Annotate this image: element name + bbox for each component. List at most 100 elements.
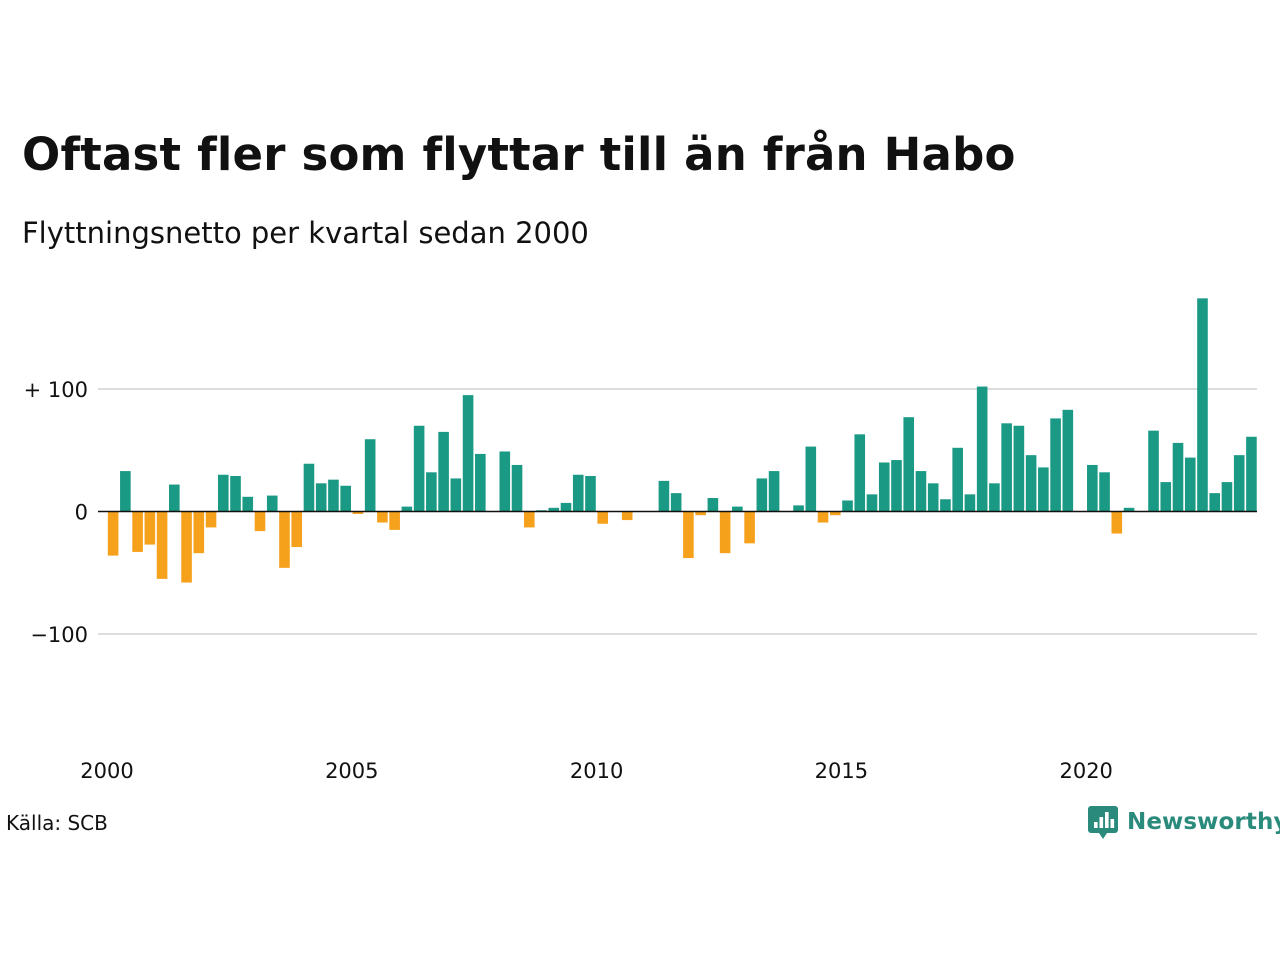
- bar: [1184, 457, 1196, 512]
- bar: [438, 431, 449, 512]
- bar: [107, 511, 119, 556]
- bar: [205, 511, 217, 528]
- bar: [217, 474, 229, 512]
- bar: [854, 434, 866, 512]
- x-tick-label: 2000: [80, 759, 133, 783]
- bar: [291, 511, 303, 548]
- bar: [940, 499, 951, 512]
- bar: [572, 474, 584, 512]
- bar: [1062, 409, 1074, 512]
- bar: [169, 484, 180, 512]
- bar: [1111, 511, 1123, 534]
- bar: [266, 495, 278, 512]
- bar: [156, 511, 168, 579]
- bar: [340, 485, 351, 512]
- bar: [523, 511, 535, 528]
- bar: [756, 478, 768, 512]
- bar: [842, 500, 853, 512]
- bar: [744, 511, 755, 544]
- bar: [964, 494, 976, 512]
- source-note: Källa: SCB: [6, 811, 108, 835]
- bar: [328, 479, 339, 512]
- bar: [719, 511, 731, 554]
- bar: [364, 439, 376, 512]
- y-tick-label: + 100: [24, 378, 88, 402]
- bar: [315, 483, 327, 512]
- bar: [927, 483, 939, 512]
- bar: [1038, 467, 1049, 512]
- bar: [426, 472, 437, 512]
- bar: [132, 511, 143, 552]
- bar: [1172, 442, 1184, 512]
- bar: [1050, 418, 1061, 512]
- bar: [903, 417, 915, 512]
- y-tick-label: −100: [30, 623, 88, 647]
- bar: [462, 395, 474, 512]
- bar: [450, 478, 462, 512]
- y-tick-label: 0: [75, 501, 88, 525]
- x-tick-label: 2020: [1059, 759, 1112, 783]
- bar: [389, 511, 400, 530]
- bar: [499, 451, 511, 512]
- bar: [1099, 472, 1110, 512]
- bar: [793, 505, 804, 512]
- bar: [866, 494, 878, 512]
- bar: [475, 453, 486, 512]
- x-tick-label: 2015: [815, 759, 868, 783]
- bar: [805, 446, 817, 512]
- bar: [829, 511, 841, 516]
- bar: [144, 511, 156, 545]
- x-tick-label: 2010: [570, 759, 623, 783]
- bar: [1148, 430, 1159, 512]
- bar: [891, 460, 902, 512]
- bar: [548, 507, 560, 512]
- bar: [1025, 455, 1037, 512]
- bar: [1221, 482, 1233, 512]
- bar: [695, 511, 706, 516]
- bar: [878, 462, 890, 512]
- bar: [1013, 425, 1025, 512]
- brand-logo[interactable]: Newsworthy: [1088, 804, 1280, 840]
- bars: [107, 298, 1257, 583]
- bar: [585, 475, 596, 512]
- bar: [377, 511, 388, 523]
- bar: [1197, 298, 1208, 512]
- bar: [817, 511, 829, 523]
- bar: [732, 506, 743, 512]
- x-tick-label: 2005: [325, 759, 378, 783]
- bar: [597, 511, 609, 524]
- y-axis-labels: + 100 0 −100: [24, 378, 88, 647]
- bar: [1160, 482, 1172, 512]
- bar: [1246, 436, 1257, 512]
- bar: [670, 493, 682, 512]
- bar: [1123, 507, 1135, 512]
- brand-name: Newsworthy: [1127, 809, 1280, 835]
- bar: [279, 511, 290, 568]
- bar: [560, 502, 572, 512]
- bar: [401, 506, 413, 512]
- bar: [915, 471, 927, 512]
- bar: [768, 471, 780, 512]
- bar: [511, 464, 523, 512]
- bar: [193, 511, 205, 554]
- bar: [254, 511, 266, 532]
- bar: [1001, 423, 1012, 512]
- bar: [230, 475, 241, 512]
- newsworthy-logo-icon: [1088, 806, 1118, 839]
- bar: [242, 496, 254, 512]
- bar: [413, 425, 425, 512]
- bar: [120, 471, 131, 512]
- bar: [683, 511, 694, 559]
- gridlines: [98, 388, 1257, 635]
- bar: [1233, 455, 1245, 512]
- bar: [976, 386, 988, 512]
- bar: [658, 480, 670, 512]
- bar: [303, 463, 315, 512]
- x-axis-labels: 2000 2005 2010 2015 2020: [80, 759, 1113, 783]
- bar: [621, 511, 633, 521]
- chart-title: Oftast fler som flyttar till än från Hab…: [22, 128, 1016, 181]
- bar: [989, 483, 1000, 512]
- chart-subtitle: Flyttningsnetto per kvartal sedan 2000: [22, 216, 589, 250]
- bar: [352, 511, 364, 514]
